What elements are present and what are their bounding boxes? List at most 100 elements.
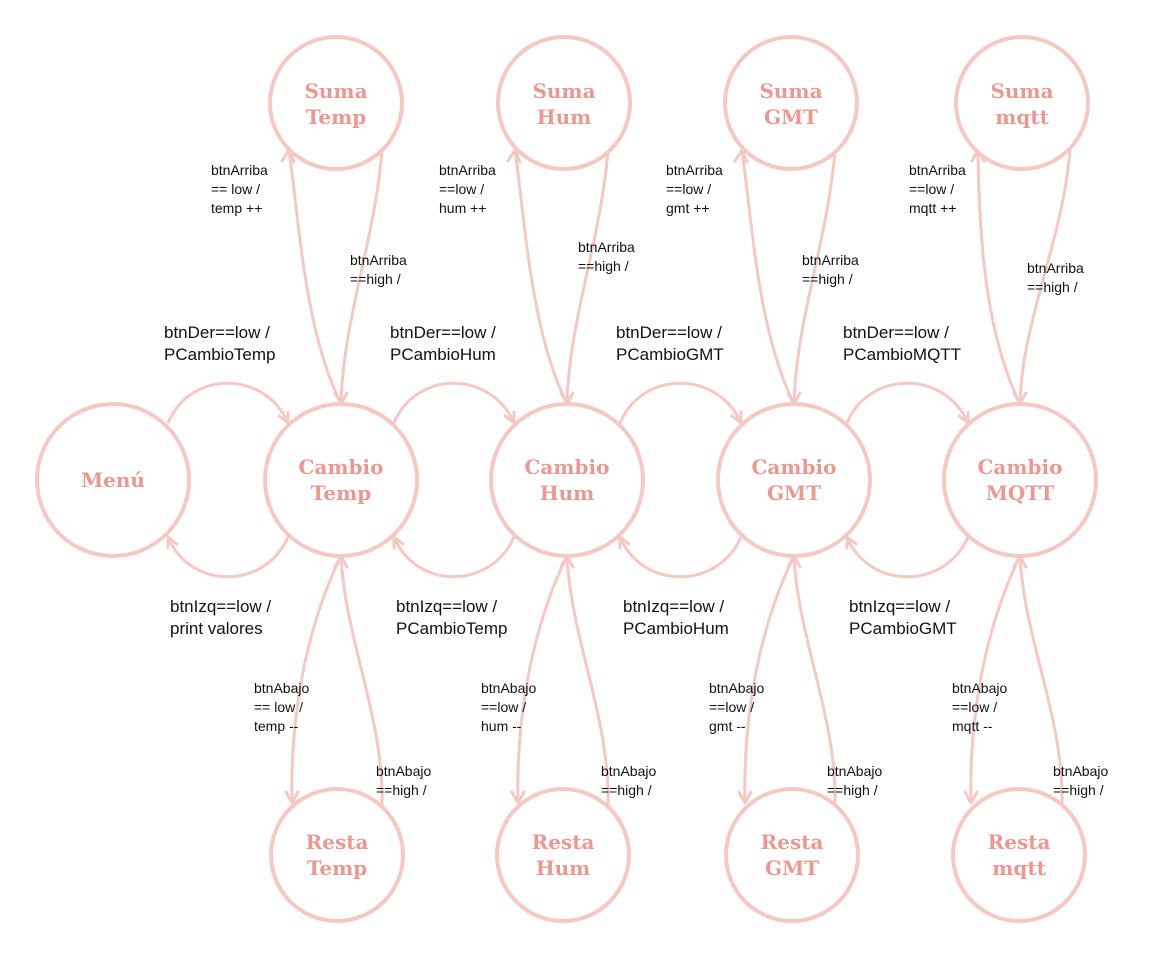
label-abajo-high-mqtt-line2: ==high / xyxy=(1053,782,1104,798)
state-cambio-mqtt: Cambio MQTT xyxy=(944,404,1096,556)
state-circle-resta-temp xyxy=(271,789,403,921)
label-arriba-high-temp-line2: ==high / xyxy=(350,271,401,287)
state-label-cambio-gmt-line1: Cambio xyxy=(752,455,837,479)
label-abajo-high-hum-line2: ==high / xyxy=(601,782,652,798)
label-izq-gmt-line1: btnIzq==low / xyxy=(849,597,950,616)
state-resta-gmt: Resta GMT xyxy=(726,789,858,921)
state-label-suma-gmt-line1: Suma xyxy=(759,79,822,103)
label-arriba-high-mqtt-line2: ==high / xyxy=(1027,279,1078,295)
label-arriba-high-mqtt-line1: btnArriba xyxy=(1027,260,1084,276)
state-label-suma-hum-line2: Hum xyxy=(537,105,592,129)
edge-arriba-high-mqtt xyxy=(1020,150,1070,404)
label-arriba-low-hum-line1: btnArriba xyxy=(439,162,496,178)
state-label-suma-hum-line1: Suma xyxy=(532,79,595,103)
state-circle-suma-gmt xyxy=(725,37,857,169)
state-suma-gmt: Suma GMT xyxy=(725,37,857,169)
label-der-mqtt-line1: btnDer==low / xyxy=(843,323,949,342)
state-resta-mqtt: Resta mqtt xyxy=(953,789,1085,921)
label-abajo-high-gmt-line2: ==high / xyxy=(827,782,878,798)
state-label-suma-temp-line2: Temp xyxy=(306,105,366,129)
state-resta-temp: Resta Temp xyxy=(271,789,403,921)
state-label-suma-mqtt-line1: Suma xyxy=(990,79,1053,103)
label-der-mqtt-line2: PCambioMQTT xyxy=(843,345,961,364)
label-abajo-low-temp-line3: temp -- xyxy=(254,718,299,734)
label-arriba-high-hum-line1: btnArriba xyxy=(578,239,635,255)
state-label-resta-temp-line2: Temp xyxy=(307,856,367,880)
label-der-temp-line1: btnDer==low / xyxy=(164,323,270,342)
state-circle-resta-mqtt xyxy=(953,789,1085,921)
edge-izq-temp-to-menu xyxy=(168,537,288,577)
state-label-cambio-mqtt-line1: Cambio xyxy=(978,455,1063,479)
state-label-resta-temp-line1: Resta xyxy=(306,830,369,854)
state-suma-hum: Suma Hum xyxy=(498,37,630,169)
label-arriba-low-mqtt-line3: mqtt ++ xyxy=(909,200,956,216)
edge-izq-gmt-to-hum xyxy=(620,537,741,577)
state-circle-cambio-gmt xyxy=(718,404,870,556)
edge-arriba-high-hum xyxy=(567,150,608,404)
state-circle-cambio-mqtt xyxy=(944,404,1096,556)
state-label-resta-hum-line2: Hum xyxy=(536,856,591,880)
label-abajo-high-gmt-line1: btnAbajo xyxy=(827,763,882,779)
state-suma-temp: Suma Temp xyxy=(270,37,402,169)
label-abajo-low-temp-line1: btnAbajo xyxy=(254,680,309,696)
label-der-temp-line2: PCambioTemp xyxy=(164,345,276,364)
state-label-cambio-temp-line1: Cambio xyxy=(299,455,384,479)
label-der-hum-line1: btnDer==low / xyxy=(390,323,496,342)
state-label-cambio-temp-line2: Temp xyxy=(311,481,371,505)
label-abajo-low-gmt-line2: ==low / xyxy=(709,699,754,715)
label-arriba-low-mqtt-line2: ==low / xyxy=(909,181,954,197)
label-abajo-high-temp-line2: ==high / xyxy=(376,782,427,798)
label-abajo-high-mqtt-line1: btnAbajo xyxy=(1053,763,1108,779)
label-arriba-low-mqtt-line1: btnArriba xyxy=(909,162,966,178)
state-label-cambio-hum-line2: Hum xyxy=(540,481,595,505)
label-izq-menu-line2: print valores xyxy=(170,619,263,638)
state-circle-suma-temp xyxy=(270,37,402,169)
state-cambio-temp: Cambio Temp xyxy=(265,404,417,556)
state-label-resta-mqtt-line2: mqtt xyxy=(992,856,1046,880)
label-arriba-low-gmt-line1: btnArriba xyxy=(666,162,723,178)
label-arriba-low-gmt-line2: ==low / xyxy=(666,181,711,197)
state-suma-mqtt: Suma mqtt xyxy=(956,37,1088,169)
state-label-resta-gmt-line1: Resta xyxy=(761,830,824,854)
state-circle-suma-mqtt xyxy=(956,37,1088,169)
label-arriba-high-gmt-line1: btnArriba xyxy=(802,252,859,268)
state-circle-cambio-temp xyxy=(265,404,417,556)
label-arriba-high-gmt-line2: ==high / xyxy=(802,271,853,287)
label-izq-temp-line1: btnIzq==low / xyxy=(396,597,497,616)
state-label-cambio-mqtt-line2: MQTT xyxy=(986,481,1055,505)
state-circle-cambio-hum xyxy=(491,404,643,556)
label-arriba-low-hum-line3: hum ++ xyxy=(439,200,486,216)
state-label-resta-hum-line1: Resta xyxy=(532,830,595,854)
label-abajo-low-gmt-line1: btnAbajo xyxy=(709,680,764,696)
label-abajo-low-mqtt-line2: ==low / xyxy=(952,699,997,715)
state-cambio-hum: Cambio Hum xyxy=(491,404,643,556)
label-abajo-low-hum-line1: btnAbajo xyxy=(481,680,536,696)
label-izq-gmt-line2: PCambioGMT xyxy=(849,619,957,638)
state-label-cambio-hum-line1: Cambio xyxy=(525,455,610,479)
label-abajo-low-temp-line2: == low / xyxy=(254,699,303,715)
state-label-suma-gmt-line2: GMT xyxy=(764,105,818,129)
edge-der-gmt-to-mqtt xyxy=(847,383,968,423)
label-abajo-high-temp-line1: btnAbajo xyxy=(376,763,431,779)
state-circle-resta-hum xyxy=(497,789,629,921)
edge-der-temp-to-hum xyxy=(394,383,514,423)
edge-arriba-low-gmt xyxy=(742,150,794,404)
edge-arriba-low-hum xyxy=(515,150,567,404)
label-arriba-low-temp-line3: temp ++ xyxy=(211,200,262,216)
label-izq-hum-line2: PCambioHum xyxy=(623,619,729,638)
label-abajo-low-hum-line3: hum -- xyxy=(481,718,522,734)
label-der-gmt-line1: btnDer==low / xyxy=(616,323,722,342)
label-der-gmt-line2: PCambioGMT xyxy=(616,345,724,364)
state-label-suma-mqtt-line2: mqtt xyxy=(995,105,1049,129)
label-arriba-low-temp-line2: == low / xyxy=(211,181,260,197)
state-label-suma-temp-line1: Suma xyxy=(304,79,367,103)
label-abajo-low-gmt-line3: gmt -- xyxy=(709,718,746,734)
edge-izq-hum-to-temp xyxy=(394,537,514,577)
edge-der-menu-to-temp xyxy=(168,383,288,423)
label-abajo-low-mqtt-line3: mqtt -- xyxy=(952,718,993,734)
label-arriba-high-hum-line2: ==high / xyxy=(578,258,629,274)
edge-der-hum-to-gmt xyxy=(620,383,741,423)
label-izq-temp-line2: PCambioTemp xyxy=(396,619,508,638)
edge-arriba-low-mqtt xyxy=(978,150,1020,404)
